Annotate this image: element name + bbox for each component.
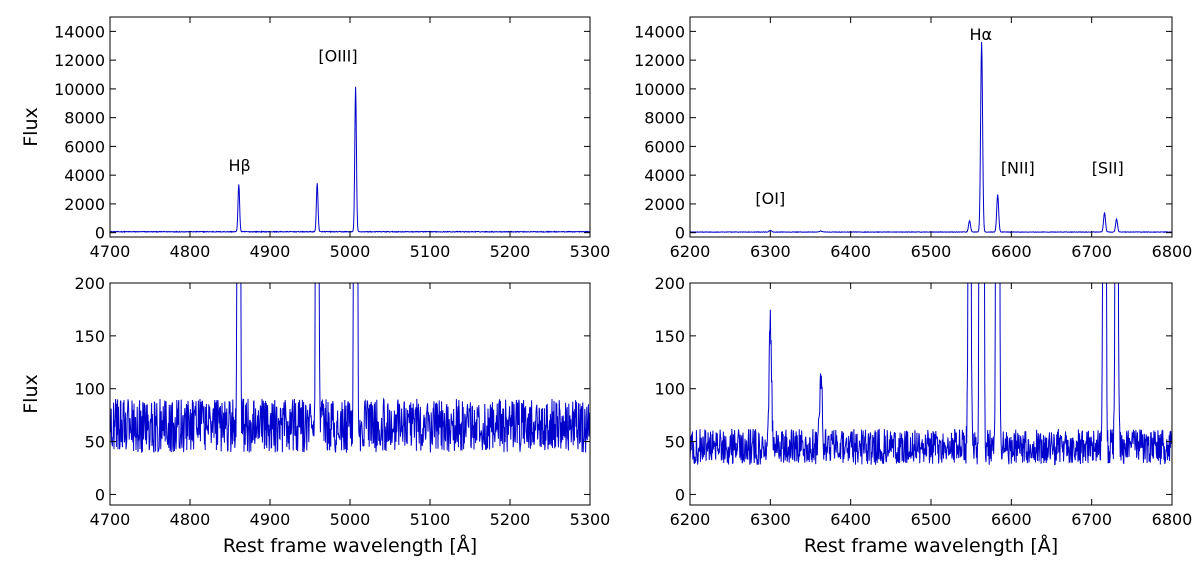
x-tick-label: 5200	[490, 510, 531, 529]
x-axis-label: Rest frame wavelength [Å]	[223, 534, 477, 557]
x-tick-label: 5300	[570, 510, 611, 529]
y-tick-label: 14000	[634, 22, 685, 41]
y-tick-label: 100	[74, 380, 105, 399]
y-tick-label: 14000	[54, 22, 105, 41]
y-tick-label: 12000	[634, 51, 685, 70]
panel-top-right: 6200 6300 6400 6500 6600 6700 6800 0 2000 4000 600…	[634, 16, 1193, 261]
x-tick-label: 4700	[90, 242, 131, 261]
x-tick-label: 4800	[170, 242, 211, 261]
y-tick-label: 50	[85, 433, 105, 452]
x-tick-label: 6600	[991, 510, 1032, 529]
x-tick-label: 4900	[250, 510, 291, 529]
y-tick-label: 0	[675, 485, 685, 504]
spectrum-line	[110, 86, 590, 234]
y-tick-label: 8000	[644, 109, 685, 128]
axes-frame	[689, 282, 1173, 506]
emission-line-label: Hβ	[228, 156, 250, 175]
panel-bottom-left: 4700 4800 4900 5000 5100 5200 5300 0 50 100 150 200…	[20, 274, 611, 557]
x-tick-label: 6700	[1071, 510, 1112, 529]
y-tick-label: 100	[654, 380, 685, 399]
x-tick-label: 6300	[750, 510, 791, 529]
x-axis-label: Rest frame wavelength [Å]	[804, 534, 1058, 557]
x-tick-label: 6200	[670, 242, 711, 261]
y-tick-label: 6000	[64, 137, 105, 156]
x-tick-label: 4700	[90, 510, 131, 529]
panel-top-left: 4700 4800 4900 5000 5100 5200 5300 0 2000 4000 600…	[20, 16, 611, 261]
x-tick-label: 6800	[1152, 242, 1193, 261]
y-tick-label: 12000	[54, 51, 105, 70]
axes-frame	[109, 282, 591, 506]
y-tick-label: 0	[675, 224, 685, 243]
y-tick-label: 2000	[64, 195, 105, 214]
x-tick-label: 5100	[410, 510, 451, 529]
x-tick-label: 6300	[750, 242, 791, 261]
y-tick-label: 150	[654, 327, 685, 346]
y-tick-label: 6000	[644, 137, 685, 156]
y-tick-label: 10000	[54, 80, 105, 99]
y-tick-label: 8000	[64, 109, 105, 128]
x-tick-label: 6500	[911, 242, 952, 261]
y-tick-label: 0	[95, 224, 105, 243]
y-axis-label: Flux	[20, 374, 42, 414]
x-tick-label: 5000	[330, 510, 371, 529]
emission-line-label: [SII]	[1092, 159, 1124, 178]
x-tick-label: 5100	[410, 242, 451, 261]
x-tick-label: 5300	[570, 242, 611, 261]
y-tick-label: 200	[654, 274, 685, 293]
y-tick-label: 50	[665, 433, 685, 452]
x-tick-label: 6400	[830, 242, 871, 261]
x-tick-label: 4800	[170, 510, 211, 529]
x-tick-label: 4900	[250, 242, 291, 261]
y-tick-label: 2000	[644, 195, 685, 214]
x-tick-label: 6500	[911, 510, 952, 529]
x-tick-label: 6600	[991, 242, 1032, 261]
spectrum-line	[690, 283, 1172, 466]
x-tick-label: 6700	[1071, 242, 1112, 261]
x-tick-label: 5000	[330, 242, 371, 261]
x-tick-label: 6200	[670, 510, 711, 529]
emission-line-label: [NII]	[1001, 159, 1035, 178]
y-tick-label: 200	[74, 274, 105, 293]
y-tick-label: 0	[95, 485, 105, 504]
y-axis-label: Flux	[20, 107, 42, 147]
emission-line-label: Hα	[970, 25, 993, 44]
y-tick-label: 4000	[644, 166, 685, 185]
y-tick-label: 150	[74, 327, 105, 346]
y-tick-label: 4000	[64, 166, 105, 185]
y-tick-label: 10000	[634, 80, 685, 99]
panel-bottom-right: 6200 6300 6400 6500 6600 6700 6800 0 50 100 150 200…	[654, 274, 1193, 557]
x-tick-label: 5200	[490, 242, 531, 261]
x-tick-label: 6800	[1152, 510, 1193, 529]
emission-line-label: [OIII]	[318, 47, 357, 66]
spectrum-line	[110, 283, 590, 453]
x-tick-label: 6400	[830, 510, 871, 529]
emission-line-label: [OI]	[755, 189, 785, 208]
